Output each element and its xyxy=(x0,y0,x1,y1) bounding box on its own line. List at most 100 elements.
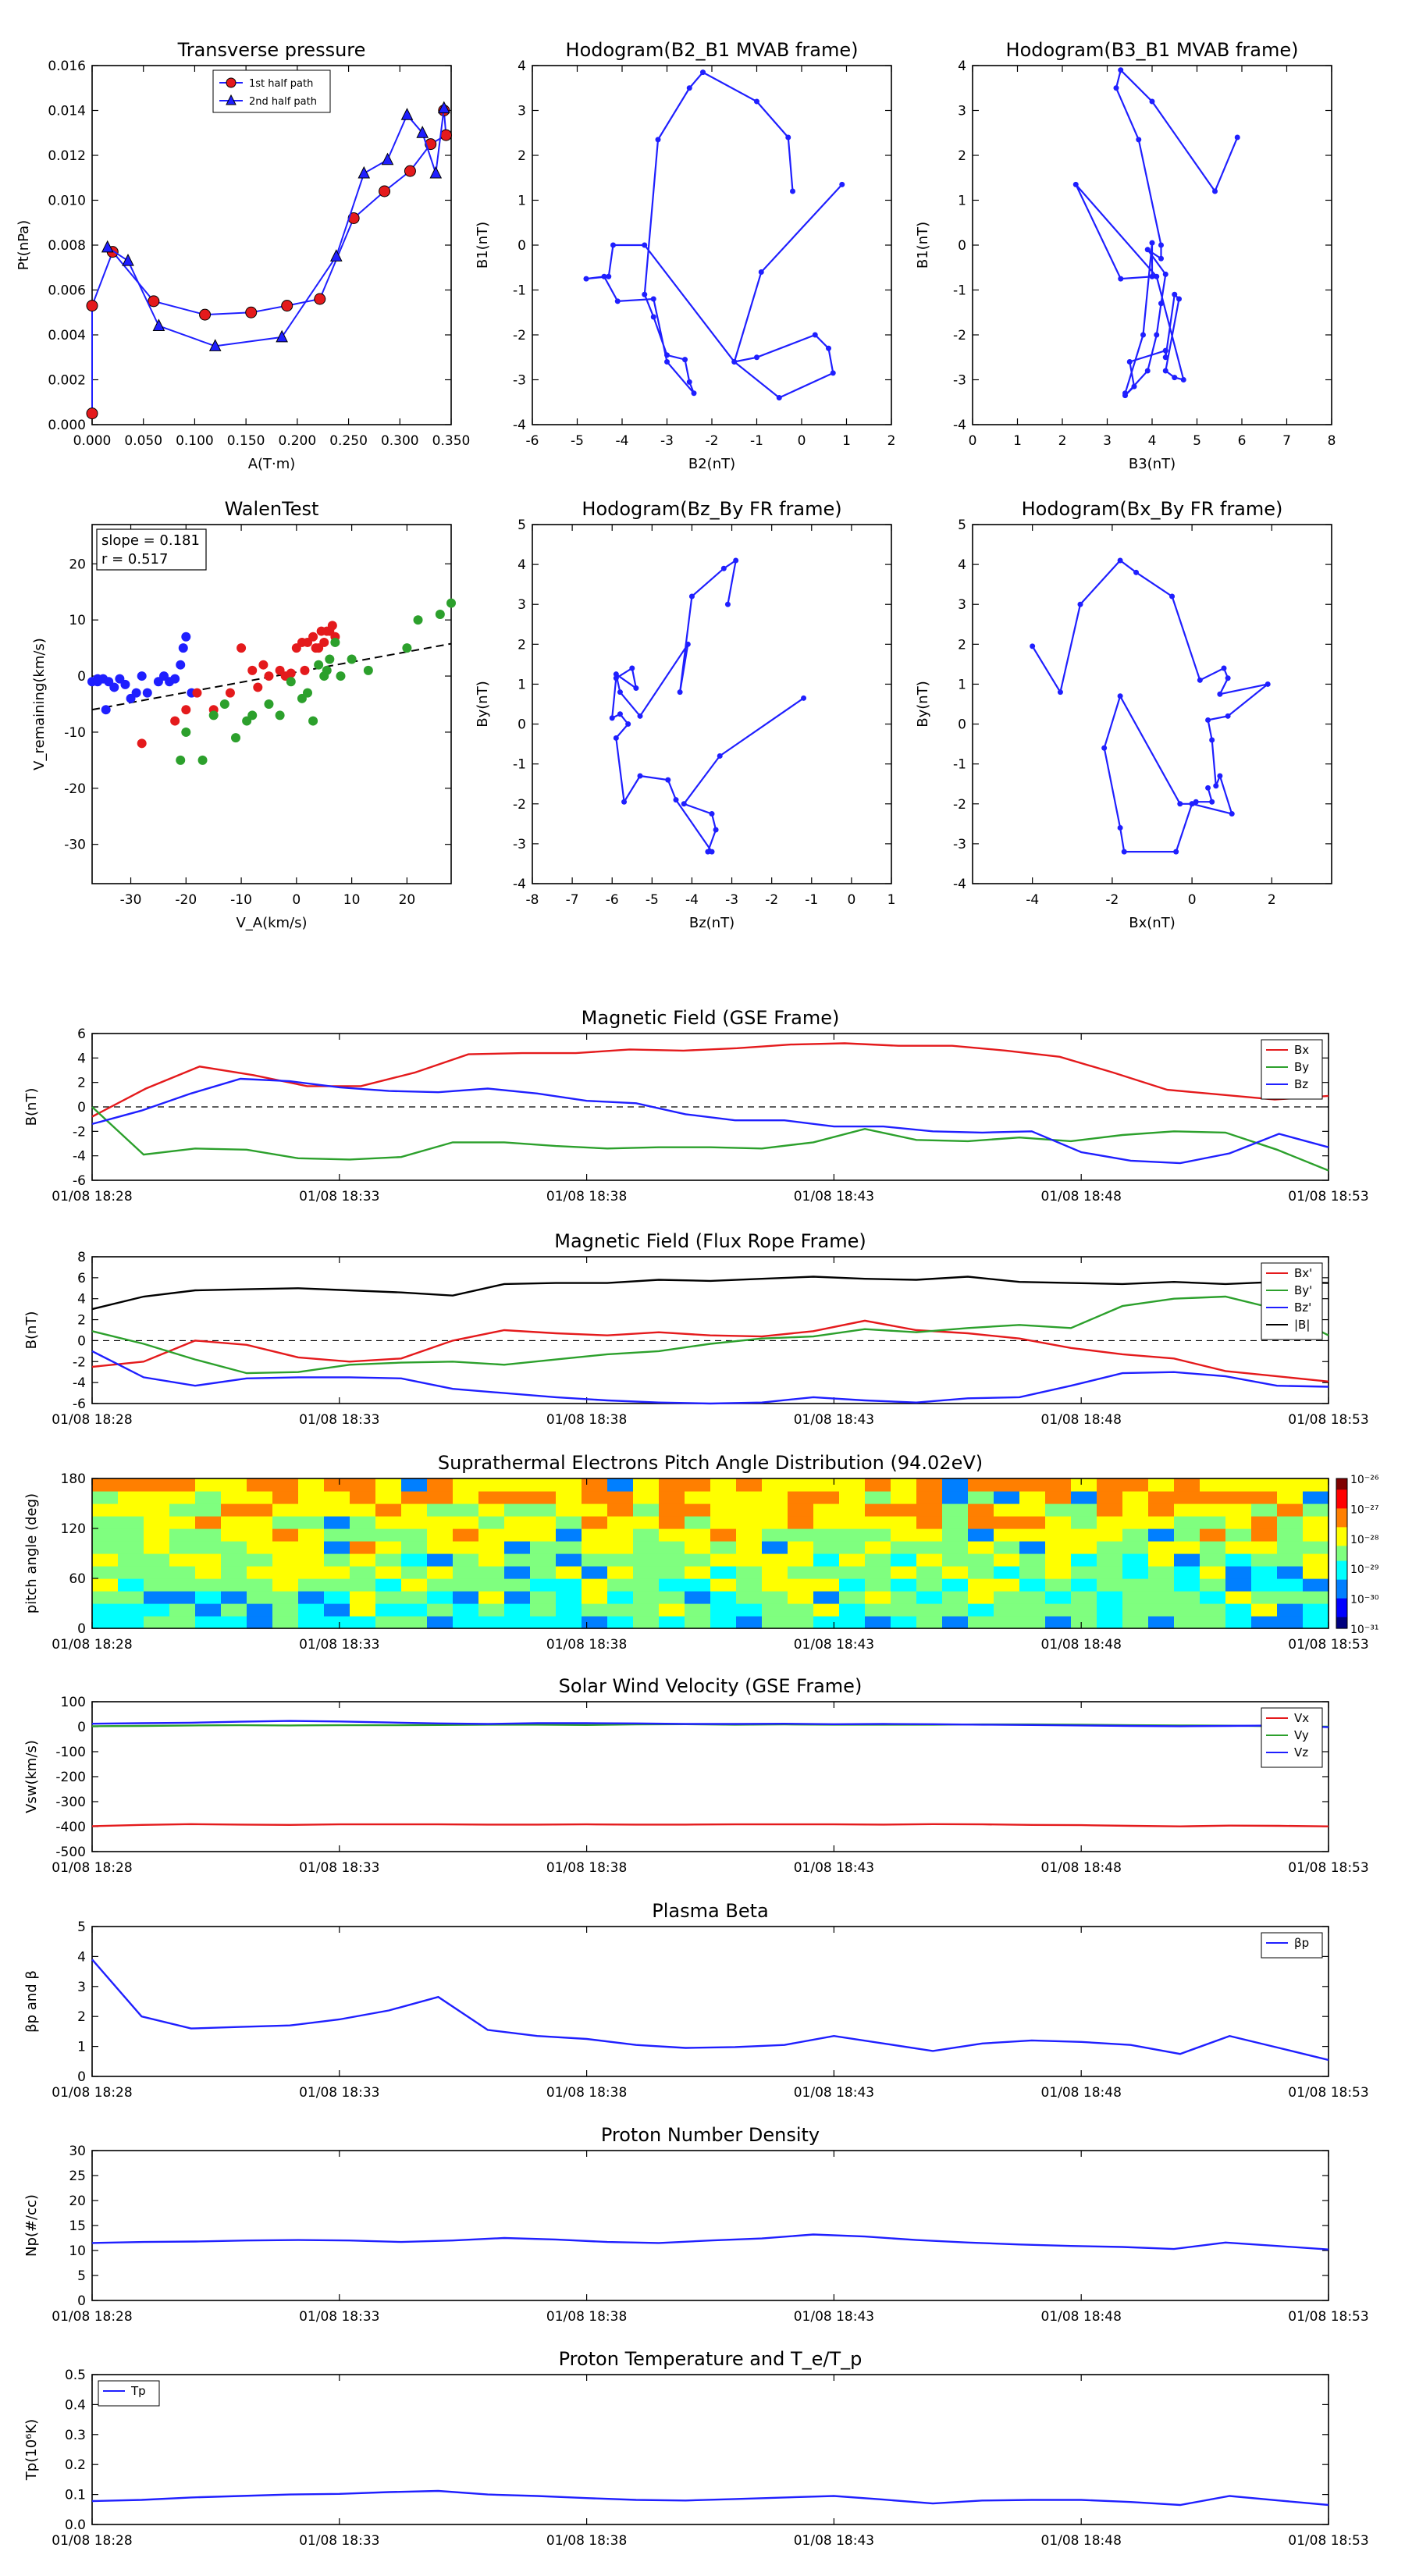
heatmap-cell xyxy=(298,1478,325,1492)
heatmap-cell xyxy=(530,1566,557,1579)
heatmap-cell xyxy=(1200,1591,1226,1604)
heatmap-cell xyxy=(968,1553,994,1567)
hodogram-point xyxy=(1205,717,1211,723)
heatmap-cell xyxy=(195,1541,222,1554)
heatmap-cell xyxy=(1277,1591,1304,1604)
hodogram-point xyxy=(1113,85,1119,91)
heatmap-cell xyxy=(891,1553,917,1567)
chart-title: Suprathermal Electrons Pitch Angle Distr… xyxy=(438,1452,983,1474)
legend: Bx' By' Bz' |B| xyxy=(1261,1262,1323,1340)
heatmap-cell xyxy=(1200,1541,1226,1554)
heatmap-cell xyxy=(1122,1503,1149,1517)
y-axis-label: βp and β xyxy=(23,1970,40,2033)
heatmap-cell xyxy=(1200,1478,1226,1492)
heatmap-cell xyxy=(891,1566,917,1579)
heatmap-cell xyxy=(788,1478,814,1492)
hodogram-point xyxy=(1118,276,1124,282)
heatmap-cell xyxy=(1277,1491,1304,1504)
x-tick-label: -5 xyxy=(571,433,584,449)
heatmap-cell xyxy=(1174,1603,1200,1617)
heatmap-cell xyxy=(427,1541,454,1554)
annotation-slope: slope = 0.181 xyxy=(101,532,200,549)
heatmap-cell xyxy=(1071,1603,1097,1617)
hodogram-point xyxy=(705,849,711,855)
heatmap-cell xyxy=(633,1591,660,1604)
heatmap-cell xyxy=(916,1603,943,1617)
hodogram-point xyxy=(1209,737,1215,743)
scatter-point-green xyxy=(347,654,357,664)
heatmap-cell xyxy=(1019,1553,1046,1567)
heatmap-cell xyxy=(247,1478,273,1492)
heatmap-cell xyxy=(685,1616,711,1629)
heatmap-cell xyxy=(478,1566,505,1579)
heatmap-cell xyxy=(865,1478,891,1492)
heatmap-cell xyxy=(556,1603,582,1617)
legend-box xyxy=(1261,1262,1323,1340)
heatmap-cell xyxy=(195,1566,222,1579)
heatmap-cell xyxy=(736,1528,763,1542)
point-1st-half xyxy=(404,165,416,177)
legend: Bx By Bz xyxy=(1261,1039,1323,1100)
heatmap-cell xyxy=(1225,1491,1252,1504)
x-tick-label: -4 xyxy=(616,433,629,449)
y-tick-label: 0 xyxy=(77,1621,86,1637)
y-tick-label: 20 xyxy=(69,2194,86,2209)
x-tick-label: -2 xyxy=(765,892,778,908)
heatmap-cell xyxy=(1225,1591,1252,1604)
y-tick-label: 2 xyxy=(958,637,966,653)
y-tick-label: 10 xyxy=(69,2243,86,2259)
heatmap-cell xyxy=(1225,1516,1252,1529)
heatmap-cell xyxy=(530,1528,557,1542)
heatmap-cell xyxy=(1303,1591,1329,1604)
heatmap-cell xyxy=(685,1553,711,1567)
heatmap-cell xyxy=(1277,1578,1304,1592)
point-1st-half xyxy=(439,129,452,141)
hodogram-point xyxy=(1057,689,1063,696)
heatmap-cell xyxy=(530,1491,557,1504)
heatmap-cell xyxy=(839,1603,866,1617)
hodogram-point xyxy=(1136,137,1142,143)
heatmap-cell xyxy=(582,1578,608,1592)
scatter-point-green xyxy=(435,610,445,619)
heatmap-cell xyxy=(195,1591,222,1604)
time-tick-label: 01/08 18:53 xyxy=(1288,1189,1368,1204)
hodogram-point xyxy=(1162,271,1168,277)
heatmap-cell xyxy=(1097,1516,1123,1529)
heatmap-cell xyxy=(272,1541,299,1554)
series-line-Bz' xyxy=(91,1350,1329,1405)
heatmap-cell xyxy=(1071,1516,1097,1529)
heatmap-cell xyxy=(375,1503,402,1517)
x-tick-label: 1 xyxy=(887,892,896,908)
heatmap-cell xyxy=(92,1516,119,1529)
time-tick-label: 01/08 18:28 xyxy=(52,2085,132,2101)
heatmap-cell xyxy=(118,1516,144,1529)
heatmap-cell xyxy=(736,1616,763,1629)
colorbar-tick-label: 10⁻²⁹ xyxy=(1350,1564,1379,1576)
y-axis-label: B(nT) xyxy=(23,1311,40,1350)
scatter-point-red xyxy=(319,637,329,647)
heatmap-cell xyxy=(1045,1503,1072,1517)
hodogram-point xyxy=(1158,255,1164,262)
heatmap-cell xyxy=(530,1578,557,1592)
y-tick-label: 1 xyxy=(958,194,966,209)
scatter-point-green xyxy=(446,598,456,608)
x-axis-label: B2(nT) xyxy=(688,456,735,472)
heatmap-cell xyxy=(1303,1616,1329,1629)
heatmap-cell xyxy=(272,1491,299,1504)
heatmap-cell xyxy=(1097,1616,1123,1629)
heatmap-cell xyxy=(144,1491,170,1504)
hodogram-point xyxy=(1234,134,1240,141)
y-tick-label: -400 xyxy=(55,1820,86,1835)
heatmap-cell xyxy=(994,1603,1020,1617)
heatmap-cell xyxy=(607,1516,634,1529)
series-line-circle xyxy=(91,110,447,414)
legend-marker-triangle xyxy=(226,94,237,105)
heatmap-cell xyxy=(221,1491,247,1504)
heatmap-cell xyxy=(1251,1578,1278,1592)
heatmap-cell xyxy=(1045,1603,1072,1617)
heatmap-cell xyxy=(350,1528,376,1542)
heatmap-cell xyxy=(1122,1478,1149,1492)
hodogram-point xyxy=(839,181,845,187)
heatmap-cell xyxy=(1097,1478,1123,1492)
heatmap-cell xyxy=(92,1528,119,1542)
